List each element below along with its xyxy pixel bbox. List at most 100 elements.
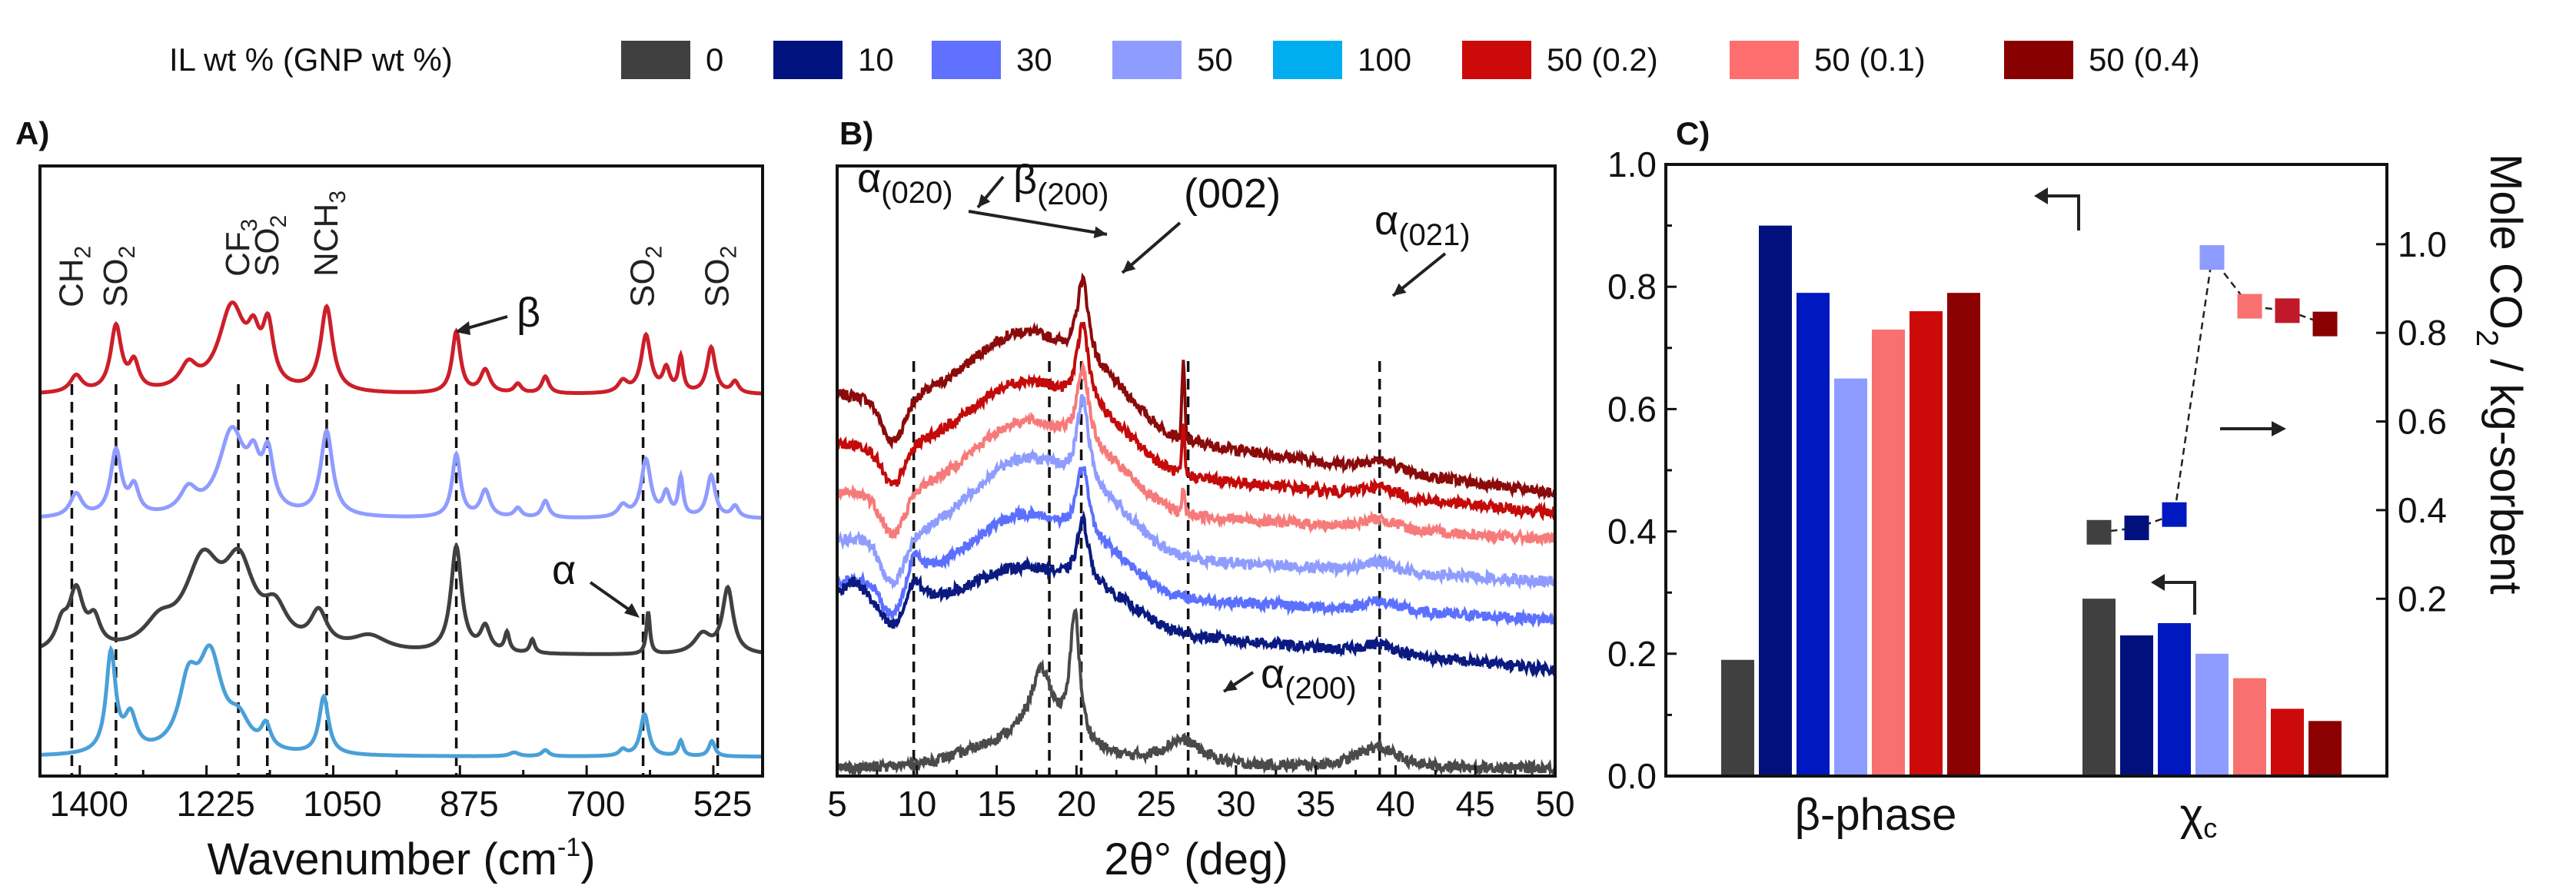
label-main: CF [219, 231, 257, 277]
annotation-arrowhead [978, 194, 991, 207]
beta-arrowhead [455, 321, 470, 335]
bar-beta-phase [1759, 225, 1792, 777]
legend-swatch [621, 41, 690, 79]
label-subscript: 2 [115, 246, 140, 259]
y-right-tick-label: 1.0 [2398, 224, 2447, 264]
left-axis-indicator-arrow-2 [2162, 581, 2196, 615]
bar-crystallinity [2308, 721, 2342, 776]
bar-beta-phase [1947, 293, 1980, 776]
legend-swatch [932, 41, 1001, 79]
label-subscript: 2 [716, 246, 742, 259]
ftir-spectrum-0 [38, 542, 763, 656]
category-label-xc: χc [2180, 790, 2217, 844]
peak-annotation: (002) [1184, 171, 1281, 217]
co2-uptake-marker [2162, 502, 2187, 527]
bar-beta-phase [1834, 378, 1867, 777]
legend-label: 0 [706, 41, 723, 78]
bar-beta-phase [1872, 329, 1905, 776]
right-axis-title: Mole CO2 / kg-sorbent [2470, 154, 2531, 594]
ftir-spectrum-50-0-2- [40, 300, 763, 396]
annotation-arrow [968, 210, 1108, 236]
annotation-subscript: (200) [1285, 672, 1356, 705]
annotation-main: α [1374, 197, 1398, 244]
bar-beta-phase [1797, 293, 1830, 776]
legend-swatch [1730, 41, 1799, 79]
legend-label: 50 [1197, 41, 1233, 78]
annotation-subscript: (200) [1037, 177, 1109, 211]
label-subscript: 3 [325, 191, 351, 204]
xrd-pattern-50-0-1- [836, 360, 1557, 548]
legend-swatch [773, 41, 843, 79]
peak-annotation: α(021) [1374, 197, 1471, 252]
panel-a-label: A) [15, 115, 49, 151]
label-subscript: 3 [237, 219, 262, 232]
y-left-tick-label: 0.0 [1607, 756, 1657, 796]
legend-swatch [2004, 41, 2073, 79]
legend-swatch [1112, 41, 1182, 79]
y-left-tick-label: 0.2 [1607, 634, 1657, 674]
xrd-pattern-30 [836, 466, 1557, 629]
legend-label: 30 [1016, 41, 1052, 78]
annotation-arrowhead [1093, 226, 1107, 239]
peak-annotation: β(200) [1013, 157, 1109, 211]
legend-label: 50 (0.1) [1814, 41, 1926, 78]
co2-uptake-marker [2275, 298, 2300, 323]
label-subscript: 2 [642, 246, 667, 259]
label-main: SO [624, 258, 662, 307]
x-tick-label: 40 [1376, 784, 1415, 824]
y-left-tick-label: 0.6 [1607, 389, 1657, 429]
label-main: NCH [307, 204, 345, 277]
bar-crystallinity [2271, 708, 2304, 776]
x-tick-label: 25 [1137, 784, 1176, 824]
panel-a-frame [38, 164, 764, 778]
x-tick-label: 35 [1296, 784, 1335, 824]
y-left-tick-label: 0.4 [1607, 512, 1657, 552]
legend-label: 50 (0.4) [2089, 41, 2200, 78]
label-subscript: 2 [70, 246, 95, 259]
bar-crystallinity [2120, 635, 2153, 776]
legend-label: 100 [1358, 41, 1411, 78]
peak-assignment-label: NCH3 [307, 191, 351, 277]
label-main: CH [52, 258, 90, 307]
xrd-pattern-50 [836, 393, 1557, 591]
xrd-pattern-10 [836, 510, 1557, 679]
category-label-beta-phase: β-phase [1795, 790, 1957, 840]
peak-assignment-label: SO2 [699, 246, 742, 307]
x-tick-label: 45 [1456, 784, 1495, 824]
x-tick-label: 30 [1216, 784, 1255, 824]
ftir-spectrum-100 [40, 643, 763, 759]
legend-label: 10 [858, 41, 894, 78]
peak-annotation: α(200) [1261, 651, 1357, 705]
x-tick-label: 1400 [50, 784, 128, 824]
x-tick-label: 525 [693, 784, 753, 824]
peak-assignment-label: SO2 [624, 246, 667, 307]
beta-arrow [464, 315, 508, 330]
x-tick-label: 1050 [303, 784, 381, 824]
co2-uptake-marker [2237, 294, 2262, 319]
y-left-tick-label: 1.0 [1607, 144, 1657, 184]
x-tick-label: 10 [897, 784, 936, 824]
annotation-subscript: (020) [881, 176, 952, 210]
x-tick-label: 1225 [176, 784, 254, 824]
x-tick-label: 50 [1535, 784, 1574, 824]
beta-annotation: β [517, 290, 540, 336]
bar-crystallinity [2195, 653, 2229, 776]
left-axis-arrowhead-2 [2151, 574, 2165, 591]
panel-b-xrd: B) 5 10 15 20 25 30 35 40 45 50 2θ° (deg) α(020) β… [827, 115, 1574, 884]
annotation-main: β [1013, 157, 1037, 203]
annotation-arrowhead [1122, 260, 1136, 273]
label-main: SO [97, 258, 135, 307]
annotation-arrowhead [1393, 283, 1407, 296]
x-tick-label: 20 [1057, 784, 1096, 824]
xrd-pattern-0 [836, 607, 1557, 779]
xrd-pattern-50-0-4- [836, 272, 1557, 501]
y-left-tick-label: 0.8 [1607, 267, 1657, 307]
annotation-main: α [1261, 651, 1285, 697]
ftir-spectrum-50 [39, 424, 763, 520]
bar-beta-phase [1910, 311, 1943, 776]
alpha-arrow [589, 581, 633, 613]
peak-annotation: α(020) [857, 155, 953, 210]
co2-uptake-marker [2312, 311, 2338, 337]
y-right-tick-label: 0.4 [2398, 490, 2447, 530]
